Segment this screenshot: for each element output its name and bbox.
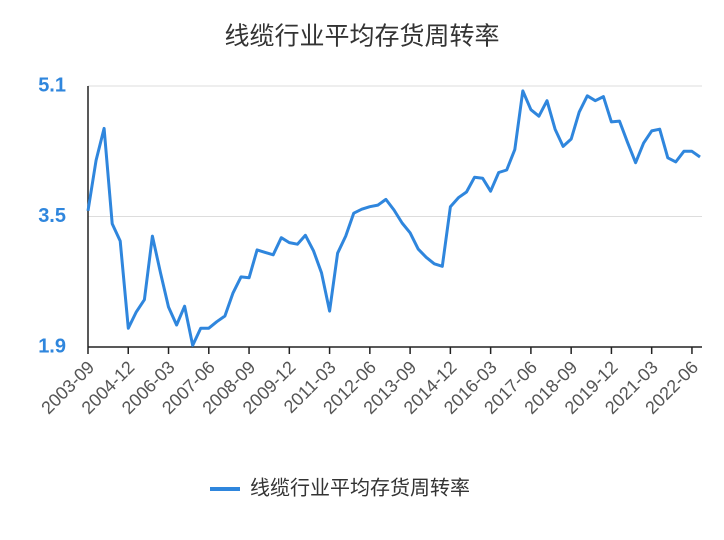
data-line	[86, 89, 701, 347]
y-tick-label: 3.5	[38, 205, 66, 227]
y-tick-label: 5.1	[38, 74, 66, 96]
y-tick-label: 1.9	[38, 335, 66, 357]
legend-label: 线缆行业平均存货周转率	[250, 476, 470, 499]
chart-title: 线缆行业平均存货周转率	[224, 23, 499, 51]
